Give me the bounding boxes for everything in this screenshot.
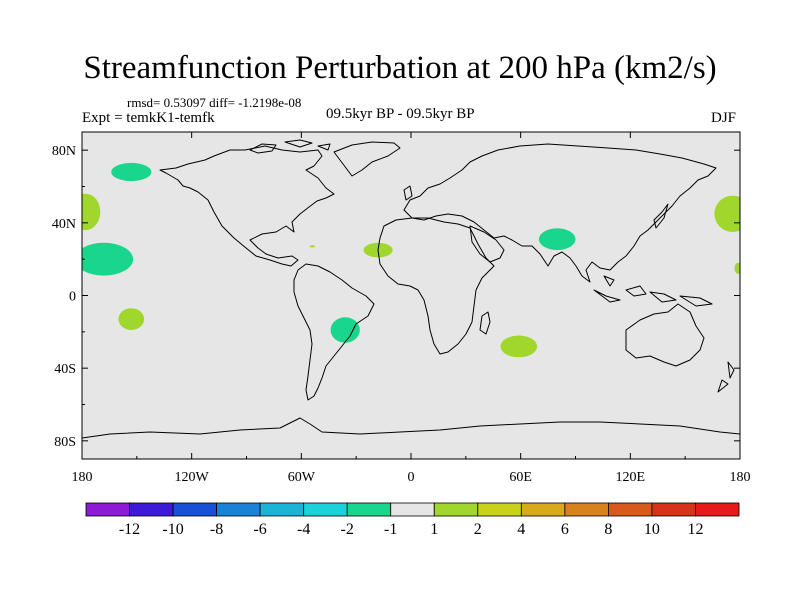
anomaly-south-indian-ocean [500, 335, 538, 358]
colorbar-swatch [259, 502, 305, 517]
colorbar-label: -4 [297, 521, 310, 538]
colorbar-label: -1 [384, 521, 397, 538]
coastline-layer [82, 139, 740, 439]
plot-title: Streamfunction Perturbation at 200 hPa (… [83, 50, 717, 86]
season-label: DJF [711, 110, 737, 126]
period-label: 09.5kyr BP - 09.5kyr BP [326, 106, 475, 122]
lat-tick-label: 0 [69, 290, 76, 305]
colorbar-label: 10 [644, 521, 660, 538]
coastline-madagascar [479, 311, 491, 335]
colorbar-swatch [216, 502, 261, 517]
colorbar-label: -8 [210, 521, 223, 538]
colorbar-swatch [85, 502, 130, 517]
colorbar-swatch [651, 502, 696, 517]
colorbar-swatch [608, 502, 653, 517]
colorbar-label: 12 [688, 521, 704, 538]
lon-tick-label: 120E [616, 470, 646, 485]
anomaly-northwest-pacific-edge-east [714, 195, 740, 232]
anomaly-north-pacific-high-lat [111, 162, 152, 182]
coastline-africa [377, 217, 495, 355]
coastline-south-america [293, 263, 375, 401]
colorbar-swatch [129, 502, 174, 517]
stats-text: rmsd= 0.53097 diff= -1.2198e-08 [127, 95, 302, 110]
colorbar-label: -10 [162, 521, 183, 538]
anomaly-layer [82, 162, 740, 358]
anomaly-northwest-pacific-edge-west [82, 193, 101, 231]
lat-tick-label: 40N [52, 217, 76, 232]
colorbar-swatch [520, 502, 566, 517]
coastline-antarctica [82, 417, 740, 439]
colorbar: -12 -10 -8 -6 -4 -2 -1 1 2 4 6 8 10 12 [85, 502, 740, 538]
colorbar-swatch [695, 502, 740, 517]
colorbar-swatch [346, 502, 392, 517]
experiment-label: Expt = temkK1-temfk [82, 110, 215, 126]
lat-tick-label: 80N [52, 144, 76, 159]
coastline-arabia [469, 225, 505, 263]
colorbar-label: -6 [253, 521, 266, 538]
anomaly-west-pacific-small [734, 262, 740, 274]
coastline-indonesia [593, 275, 713, 307]
coastline-greenland [333, 141, 401, 177]
anomaly-small-atlantic [309, 245, 315, 248]
colorbar-swatch [564, 502, 609, 517]
coastline-new-zealand [717, 361, 735, 393]
lon-tick-label: 0 [408, 470, 415, 485]
coastline-australia [625, 303, 705, 367]
coastline-japan [653, 203, 669, 229]
coastline-north-america [159, 145, 335, 267]
colorbar-label: 2 [474, 521, 482, 538]
coastline-arctic-islands [249, 139, 331, 154]
colorbar-swatch [390, 502, 435, 517]
anomaly-northeast-pacific [82, 242, 134, 276]
anomaly-south-pacific [118, 308, 145, 330]
coastline-britain [403, 185, 413, 201]
axis-layer: 80N 40N 0 40S 80S 180 120W 60W 0 60E 120E 180 [52, 132, 751, 485]
lat-tick-label: 40S [54, 362, 76, 377]
colorbar-swatch [172, 502, 218, 517]
lon-tick-label: 120W [175, 470, 210, 485]
map-background [82, 132, 740, 459]
lon-tick-label: 180 [72, 470, 93, 485]
colorbar-swatch [433, 502, 479, 517]
colorbar-label: 1 [430, 521, 438, 538]
colorbar-label: 4 [517, 521, 525, 538]
colorbar-label: -12 [119, 521, 140, 538]
colorbar-swatch [477, 502, 522, 517]
colorbar-swatch [303, 502, 348, 517]
coastline-eurasia [403, 143, 717, 283]
lon-tick-label: 60W [288, 470, 316, 485]
anomaly-tibet [538, 228, 576, 251]
lon-tick-label: 180 [730, 470, 751, 485]
colorbar-label: -2 [341, 521, 354, 538]
colorbar-label: 6 [561, 521, 569, 538]
lat-tick-label: 80S [54, 435, 76, 450]
anomaly-south-atlantic [330, 317, 360, 343]
colorbar-label: 8 [604, 521, 612, 538]
lon-tick-label: 60E [509, 470, 532, 485]
